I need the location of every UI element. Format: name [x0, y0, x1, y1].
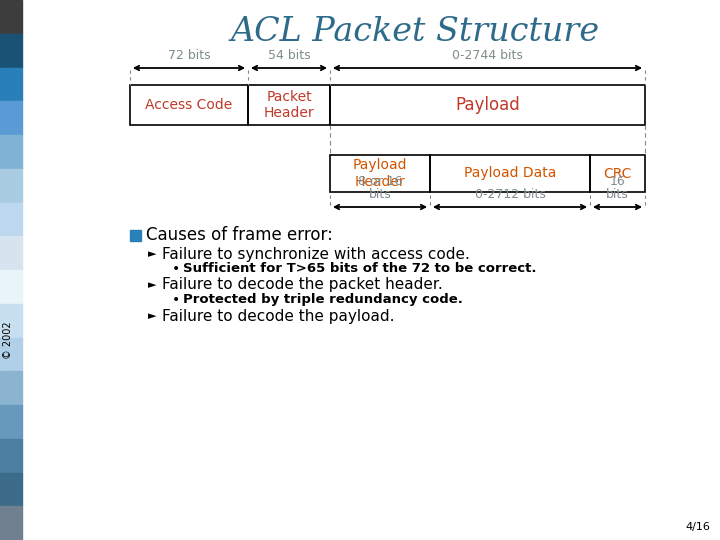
Text: © 2002: © 2002 — [3, 321, 13, 359]
Text: 0-2712 bits: 0-2712 bits — [474, 188, 546, 201]
Text: 0-2744 bits: 0-2744 bits — [452, 49, 523, 62]
Text: ►: ► — [148, 280, 156, 290]
Bar — [130, 85, 248, 125]
Bar — [330, 155, 430, 192]
Text: 4/16: 4/16 — [685, 522, 710, 532]
Text: •: • — [172, 293, 180, 307]
Bar — [0, 405, 22, 438]
Text: Failure to synchronize with access code.: Failure to synchronize with access code. — [162, 246, 470, 261]
Bar — [0, 135, 22, 168]
Text: Payload Data: Payload Data — [464, 166, 556, 180]
Bar — [0, 303, 22, 338]
Bar — [590, 155, 645, 192]
Text: 8 or 16
bits: 8 or 16 bits — [358, 175, 402, 201]
Bar — [430, 155, 590, 192]
Text: Packet
Header: Packet Header — [264, 90, 315, 120]
Text: Payload: Payload — [455, 96, 520, 114]
Bar — [0, 472, 22, 507]
Bar — [0, 33, 22, 68]
Text: Sufficient for T>65 bits of the 72 to be correct.: Sufficient for T>65 bits of the 72 to be… — [183, 262, 536, 275]
Bar — [0, 372, 22, 405]
Text: 54 bits: 54 bits — [268, 49, 310, 62]
Bar — [0, 270, 22, 303]
Bar — [0, 202, 22, 237]
Bar — [0, 338, 22, 372]
Text: Protected by triple redundancy code.: Protected by triple redundancy code. — [183, 294, 463, 307]
Bar — [248, 85, 330, 125]
Bar — [0, 102, 22, 135]
Text: CRC: CRC — [603, 166, 631, 180]
Bar — [0, 68, 22, 102]
Bar — [0, 438, 22, 472]
Bar — [130, 230, 141, 240]
Text: Payload
Header: Payload Header — [353, 158, 408, 188]
Bar — [330, 85, 645, 125]
Text: 72 bits: 72 bits — [168, 49, 210, 62]
Text: Access Code: Access Code — [145, 98, 233, 112]
Text: Failure to decode the packet header.: Failure to decode the packet header. — [162, 278, 443, 293]
Text: Causes of frame error:: Causes of frame error: — [146, 226, 333, 244]
Text: ►: ► — [148, 249, 156, 259]
Bar — [0, 507, 22, 540]
Text: •: • — [172, 262, 180, 276]
Bar — [0, 237, 22, 270]
Text: Failure to decode the payload.: Failure to decode the payload. — [162, 308, 395, 323]
Bar — [0, 0, 22, 33]
Text: ►: ► — [148, 311, 156, 321]
Text: ACL Packet Structure: ACL Packet Structure — [230, 16, 600, 48]
Bar — [0, 168, 22, 202]
Text: 16
bits: 16 bits — [606, 175, 629, 201]
